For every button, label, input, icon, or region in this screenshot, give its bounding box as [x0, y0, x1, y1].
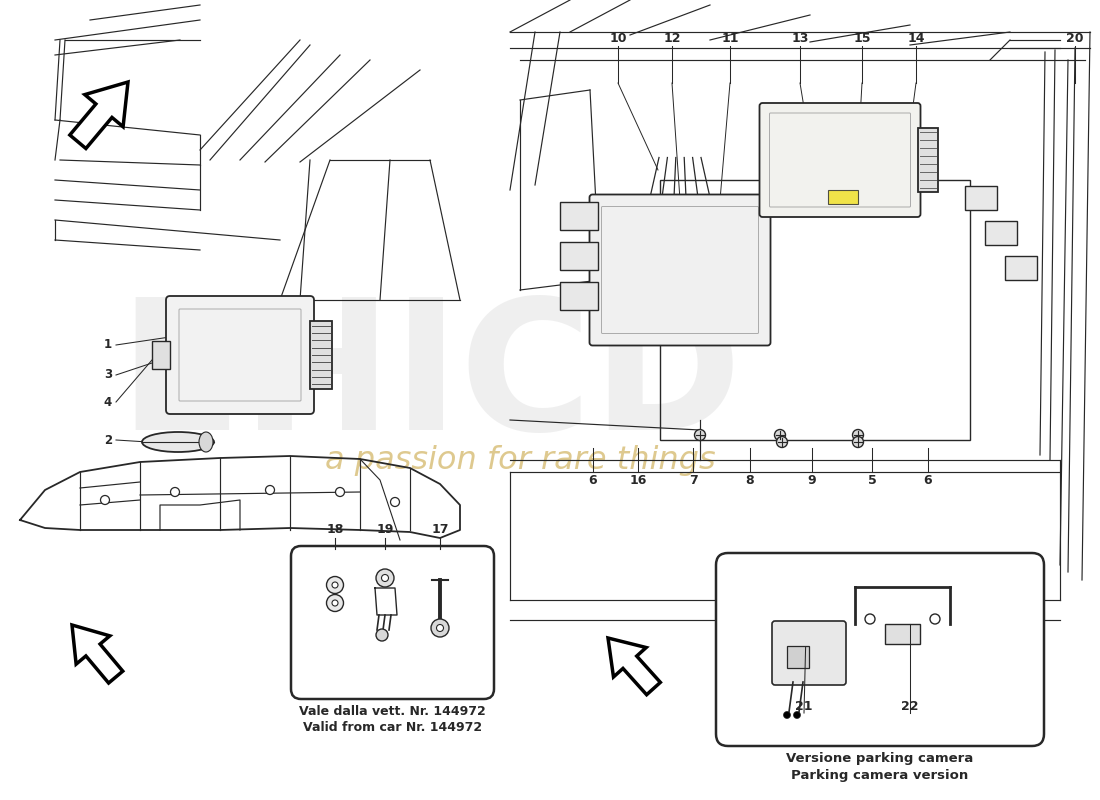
- Circle shape: [376, 629, 388, 641]
- FancyBboxPatch shape: [759, 103, 921, 217]
- Bar: [828, 190, 858, 204]
- Text: Parking camera version: Parking camera version: [791, 769, 969, 782]
- Text: 1: 1: [103, 338, 112, 351]
- FancyBboxPatch shape: [772, 621, 846, 685]
- Text: Vale dalla vett. Nr. 144972: Vale dalla vett. Nr. 144972: [299, 705, 486, 718]
- Circle shape: [327, 594, 343, 611]
- Circle shape: [382, 574, 388, 582]
- Circle shape: [431, 619, 449, 637]
- Text: 6: 6: [588, 474, 597, 486]
- Circle shape: [100, 495, 110, 505]
- Text: EHICD: EHICD: [118, 292, 743, 468]
- Ellipse shape: [199, 432, 213, 452]
- Text: 7: 7: [689, 474, 697, 486]
- Text: 13: 13: [791, 31, 808, 45]
- Circle shape: [327, 577, 343, 594]
- Text: 14: 14: [908, 31, 925, 45]
- Text: 21: 21: [795, 701, 813, 714]
- Text: 16: 16: [629, 474, 647, 486]
- Text: 10: 10: [609, 31, 627, 45]
- FancyBboxPatch shape: [166, 296, 314, 414]
- Circle shape: [437, 625, 443, 631]
- Circle shape: [774, 430, 785, 441]
- Text: 12: 12: [663, 31, 681, 45]
- Text: 17: 17: [431, 523, 449, 536]
- Circle shape: [783, 711, 791, 718]
- Circle shape: [170, 487, 179, 497]
- Polygon shape: [608, 638, 660, 694]
- Text: 8: 8: [746, 474, 755, 486]
- Circle shape: [852, 430, 864, 441]
- Circle shape: [930, 614, 940, 624]
- Polygon shape: [69, 82, 128, 149]
- Text: 22: 22: [901, 701, 918, 714]
- Bar: [310, 321, 332, 389]
- Bar: [1005, 256, 1037, 280]
- Text: 15: 15: [854, 31, 871, 45]
- Circle shape: [852, 437, 864, 447]
- Circle shape: [390, 498, 399, 506]
- Bar: [965, 186, 997, 210]
- Circle shape: [332, 600, 338, 606]
- Bar: [660, 180, 970, 440]
- Bar: [984, 221, 1018, 245]
- Circle shape: [265, 486, 275, 494]
- Bar: [560, 282, 598, 310]
- Text: a passion for rare things: a passion for rare things: [324, 445, 715, 475]
- Text: 6: 6: [924, 474, 933, 486]
- Text: 20: 20: [1066, 31, 1083, 45]
- Bar: [886, 624, 920, 644]
- Bar: [152, 341, 170, 369]
- Polygon shape: [72, 625, 123, 683]
- Text: 4: 4: [103, 395, 112, 409]
- Circle shape: [336, 487, 344, 497]
- Circle shape: [793, 711, 801, 718]
- Text: 3: 3: [103, 369, 112, 382]
- Text: 18: 18: [327, 523, 343, 536]
- Circle shape: [694, 430, 705, 441]
- Circle shape: [376, 569, 394, 587]
- FancyBboxPatch shape: [292, 546, 494, 699]
- Text: Valid from car Nr. 144972: Valid from car Nr. 144972: [302, 721, 482, 734]
- Text: 9: 9: [807, 474, 816, 486]
- Ellipse shape: [142, 432, 214, 452]
- FancyBboxPatch shape: [716, 553, 1044, 746]
- Text: Versione parking camera: Versione parking camera: [786, 752, 974, 765]
- Bar: [917, 127, 937, 192]
- Text: 19: 19: [376, 523, 394, 536]
- Bar: [786, 646, 808, 668]
- Circle shape: [777, 437, 788, 447]
- Bar: [560, 242, 598, 270]
- Text: 2: 2: [103, 434, 112, 446]
- Bar: [560, 202, 598, 230]
- Circle shape: [332, 582, 338, 588]
- Text: 11: 11: [722, 31, 739, 45]
- FancyBboxPatch shape: [590, 194, 770, 346]
- Text: 5: 5: [868, 474, 877, 486]
- Circle shape: [865, 614, 874, 624]
